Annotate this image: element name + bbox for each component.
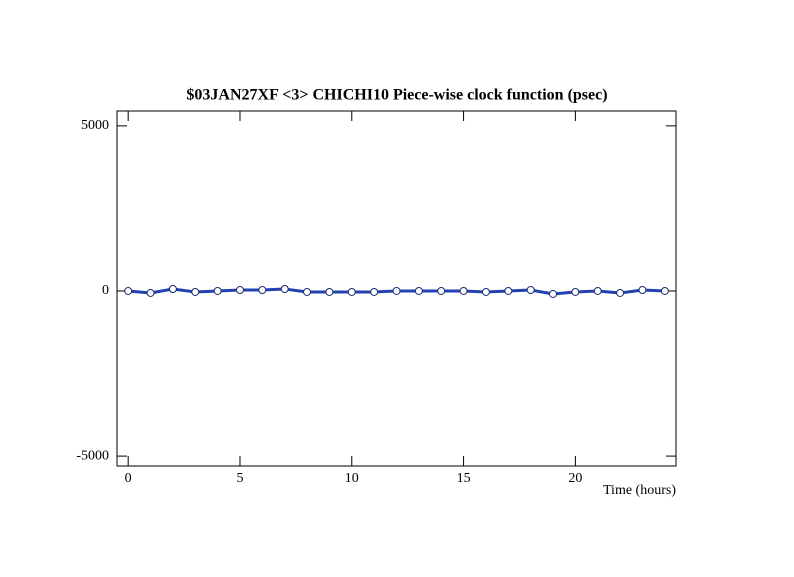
data-point [303,287,312,296]
data-point [414,286,423,295]
data-point [392,286,401,295]
chart-title: $03JAN27XF <3> CHICHI10 Piece-wise clock… [186,87,607,104]
data-point [235,285,244,294]
data-point [191,287,200,296]
data-point [638,285,647,294]
data-point [616,288,625,297]
data-point [124,286,133,295]
data-point [481,287,490,296]
data-point [347,287,356,296]
data-point [370,287,379,296]
x-tick-label: 5 [236,471,243,486]
data-point [549,289,558,298]
data-point [526,285,535,294]
data-point [213,286,222,295]
x-tick-label: 0 [125,471,132,486]
data-point [325,287,334,296]
x-tick-label: 15 [457,471,471,486]
data-point [593,286,602,295]
data-point [660,286,669,295]
x-axis-label: Time (hours) [603,483,676,498]
data-point [504,286,513,295]
y-tick-label: 5000 [81,118,109,133]
data-point [280,284,289,293]
data-point [459,286,468,295]
data-point [571,287,580,296]
data-point [258,285,267,294]
y-tick-label: 0 [102,283,109,298]
x-tick-label: 20 [568,471,582,486]
data-point [168,284,177,293]
plot-frame [116,110,677,467]
data-point [437,286,446,295]
data-point [146,288,155,297]
x-tick-label: 10 [345,471,359,486]
y-tick-label: -5000 [76,448,109,463]
